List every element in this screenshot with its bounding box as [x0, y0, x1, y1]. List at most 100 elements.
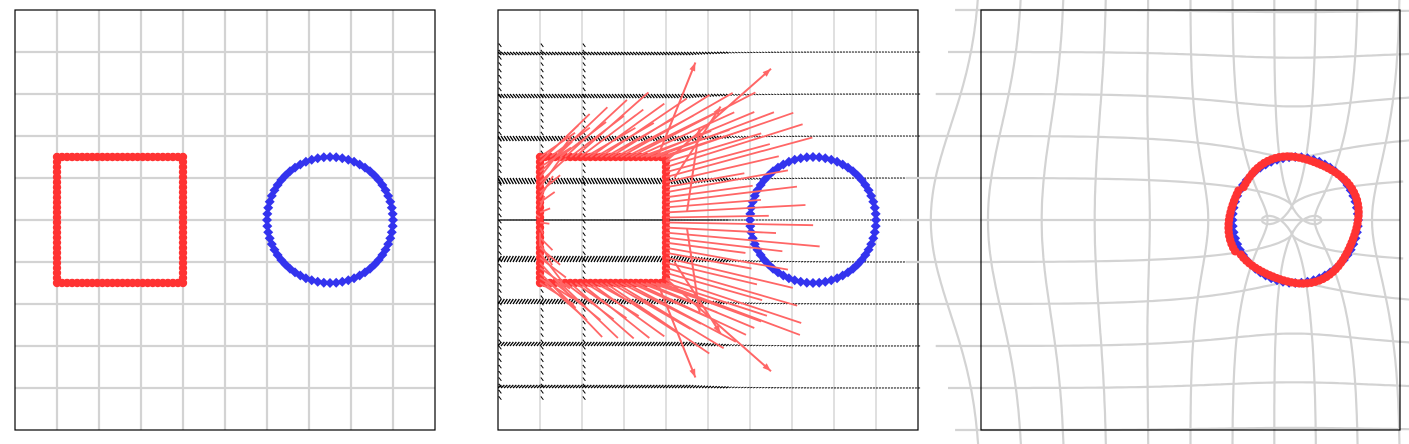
field-arrow [653, 341, 658, 347]
field-arrow [620, 341, 625, 347]
field-arrow [509, 177, 514, 185]
field-arrow [563, 51, 568, 56]
panel-warped [900, 0, 1409, 444]
field-arrow [761, 302, 765, 305]
field-arrow [527, 341, 532, 347]
displacement-arrow [559, 121, 607, 158]
field-arrow [620, 177, 625, 185]
displacement-arrow [539, 156, 563, 188]
field-arrow [582, 188, 586, 193]
field-arrow [617, 255, 622, 263]
field-arrow [539, 384, 544, 389]
field-arrow [575, 93, 580, 99]
field-arrow [524, 93, 529, 99]
field-arrow [540, 137, 544, 142]
field-arrow [680, 384, 685, 389]
field-arrow [647, 384, 652, 389]
field-arrow [581, 51, 586, 56]
field-arrow [776, 344, 780, 347]
field-arrow [596, 255, 601, 263]
field-arrow [746, 386, 750, 389]
field-arrow [641, 255, 646, 263]
field-arrow [728, 386, 732, 389]
field-arrow [518, 298, 523, 305]
field-arrow [498, 74, 502, 79]
field-arrow [740, 135, 744, 138]
field-arrow [587, 255, 592, 263]
displacement-arrow [539, 277, 573, 300]
field-arrow [498, 263, 502, 268]
displacement-arrow [665, 231, 820, 248]
field-arrow [590, 51, 595, 56]
displacement-arrow [686, 127, 701, 212]
field-arrow [582, 307, 586, 312]
field-arrow [668, 51, 673, 56]
field-arrow [512, 384, 517, 389]
field-arrow [650, 51, 655, 56]
panel-initial [14, 9, 436, 431]
field-arrow [560, 93, 565, 99]
field-arrow [731, 93, 735, 96]
field-arrow [540, 62, 544, 67]
field-arrow [554, 135, 559, 142]
field-arrow [506, 255, 511, 263]
field-arrow [557, 255, 562, 263]
field-arrow [674, 384, 679, 389]
field-arrow [521, 51, 526, 56]
field-arrow [755, 51, 759, 54]
field-arrow [539, 298, 544, 305]
field-arrow [506, 135, 511, 142]
field-arrow [540, 314, 544, 319]
field-arrow [548, 135, 553, 142]
field-arrow [527, 298, 532, 305]
field-arrow [635, 341, 640, 347]
field-arrow [524, 177, 529, 185]
field-arrow [524, 384, 529, 389]
field-arrow [581, 384, 586, 389]
field-arrow [540, 93, 544, 98]
field-arrow [540, 125, 544, 130]
field-arrow [752, 260, 756, 263]
displacement-arrow [635, 282, 747, 336]
field-arrow [725, 51, 729, 54]
field-arrow [701, 93, 706, 98]
diamond-marker [871, 215, 881, 225]
field-arrow [743, 386, 747, 389]
field-arrow [764, 386, 768, 389]
field-arrow [791, 260, 795, 263]
field-arrow [533, 135, 538, 142]
field-arrow [551, 384, 556, 389]
field-arrow [503, 298, 508, 305]
field-arrow [674, 341, 679, 347]
diamond-marker [870, 221, 881, 232]
field-arrow [761, 386, 765, 389]
displacement-arrow [686, 228, 701, 313]
warped-grid-line-horizontal [948, 50, 1409, 59]
field-arrow [572, 341, 577, 347]
field-arrow [540, 131, 544, 136]
field-arrow [608, 341, 613, 347]
field-arrow [665, 341, 670, 347]
displacement-arrow [665, 267, 798, 307]
field-arrow [749, 344, 753, 347]
field-arrow [540, 377, 544, 382]
field-arrow [623, 384, 628, 389]
field-arrow [683, 51, 688, 56]
field-arrow [545, 341, 550, 347]
field-arrow [608, 51, 613, 56]
displacement-arrow [544, 113, 591, 158]
field-arrow [662, 93, 667, 99]
field-arrow [653, 177, 658, 185]
field-arrow [503, 341, 508, 347]
field-arrow [665, 51, 670, 56]
field-arrow [704, 51, 709, 55]
field-arrow [620, 51, 625, 56]
field-arrow [596, 341, 601, 347]
field-arrow [755, 260, 759, 263]
field-arrow [719, 258, 724, 263]
field-arrow [540, 389, 544, 394]
field-arrow [602, 384, 607, 389]
diamond-marker [262, 215, 272, 225]
field-arrow [602, 177, 607, 185]
field-arrow [548, 51, 553, 56]
